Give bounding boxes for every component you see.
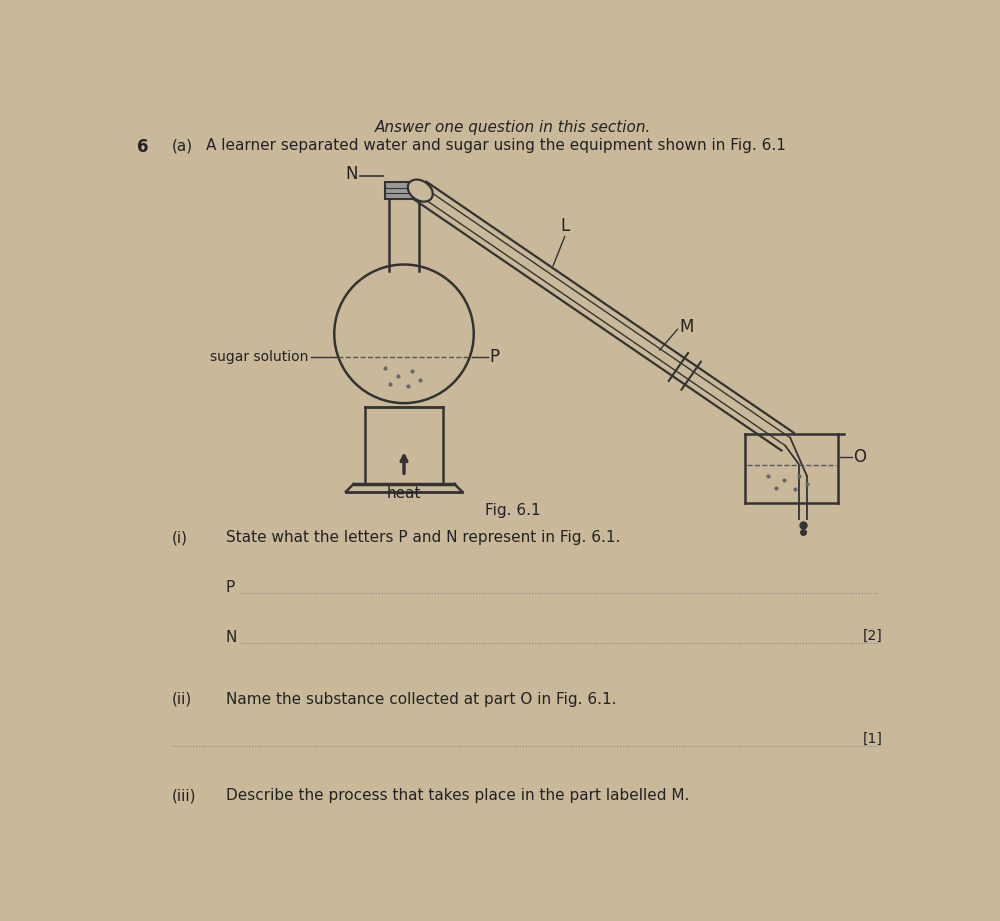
- Text: Fig. 6.1: Fig. 6.1: [485, 503, 540, 519]
- Text: [1]: [1]: [863, 732, 883, 746]
- Text: (a): (a): [172, 138, 193, 153]
- Text: State what the letters P and N represent in Fig. 6.1.: State what the letters P and N represent…: [226, 530, 620, 545]
- Text: sugar solution: sugar solution: [210, 350, 309, 364]
- Text: Name the substance collected at part O in Fig. 6.1.: Name the substance collected at part O i…: [226, 692, 616, 707]
- Text: heat: heat: [387, 485, 421, 500]
- Text: Answer one question in this section.: Answer one question in this section.: [374, 120, 651, 134]
- Text: A learner separated water and sugar using the equipment shown in Fig. 6.1: A learner separated water and sugar usin…: [206, 138, 786, 153]
- Text: (ii): (ii): [172, 692, 192, 707]
- Text: (iii): (iii): [172, 788, 196, 803]
- Text: (i): (i): [172, 530, 188, 545]
- Bar: [385, 182, 423, 199]
- Text: N: N: [346, 166, 358, 183]
- Ellipse shape: [408, 180, 433, 202]
- Text: N: N: [226, 630, 237, 646]
- Text: P: P: [489, 348, 499, 366]
- Text: L: L: [560, 217, 569, 235]
- Text: M: M: [679, 318, 693, 336]
- Text: P: P: [226, 580, 235, 595]
- Text: 6: 6: [137, 138, 148, 157]
- Text: [2]: [2]: [863, 629, 883, 643]
- Text: O: O: [854, 448, 866, 466]
- Text: Describe the process that takes place in the part labelled M.: Describe the process that takes place in…: [226, 788, 689, 803]
